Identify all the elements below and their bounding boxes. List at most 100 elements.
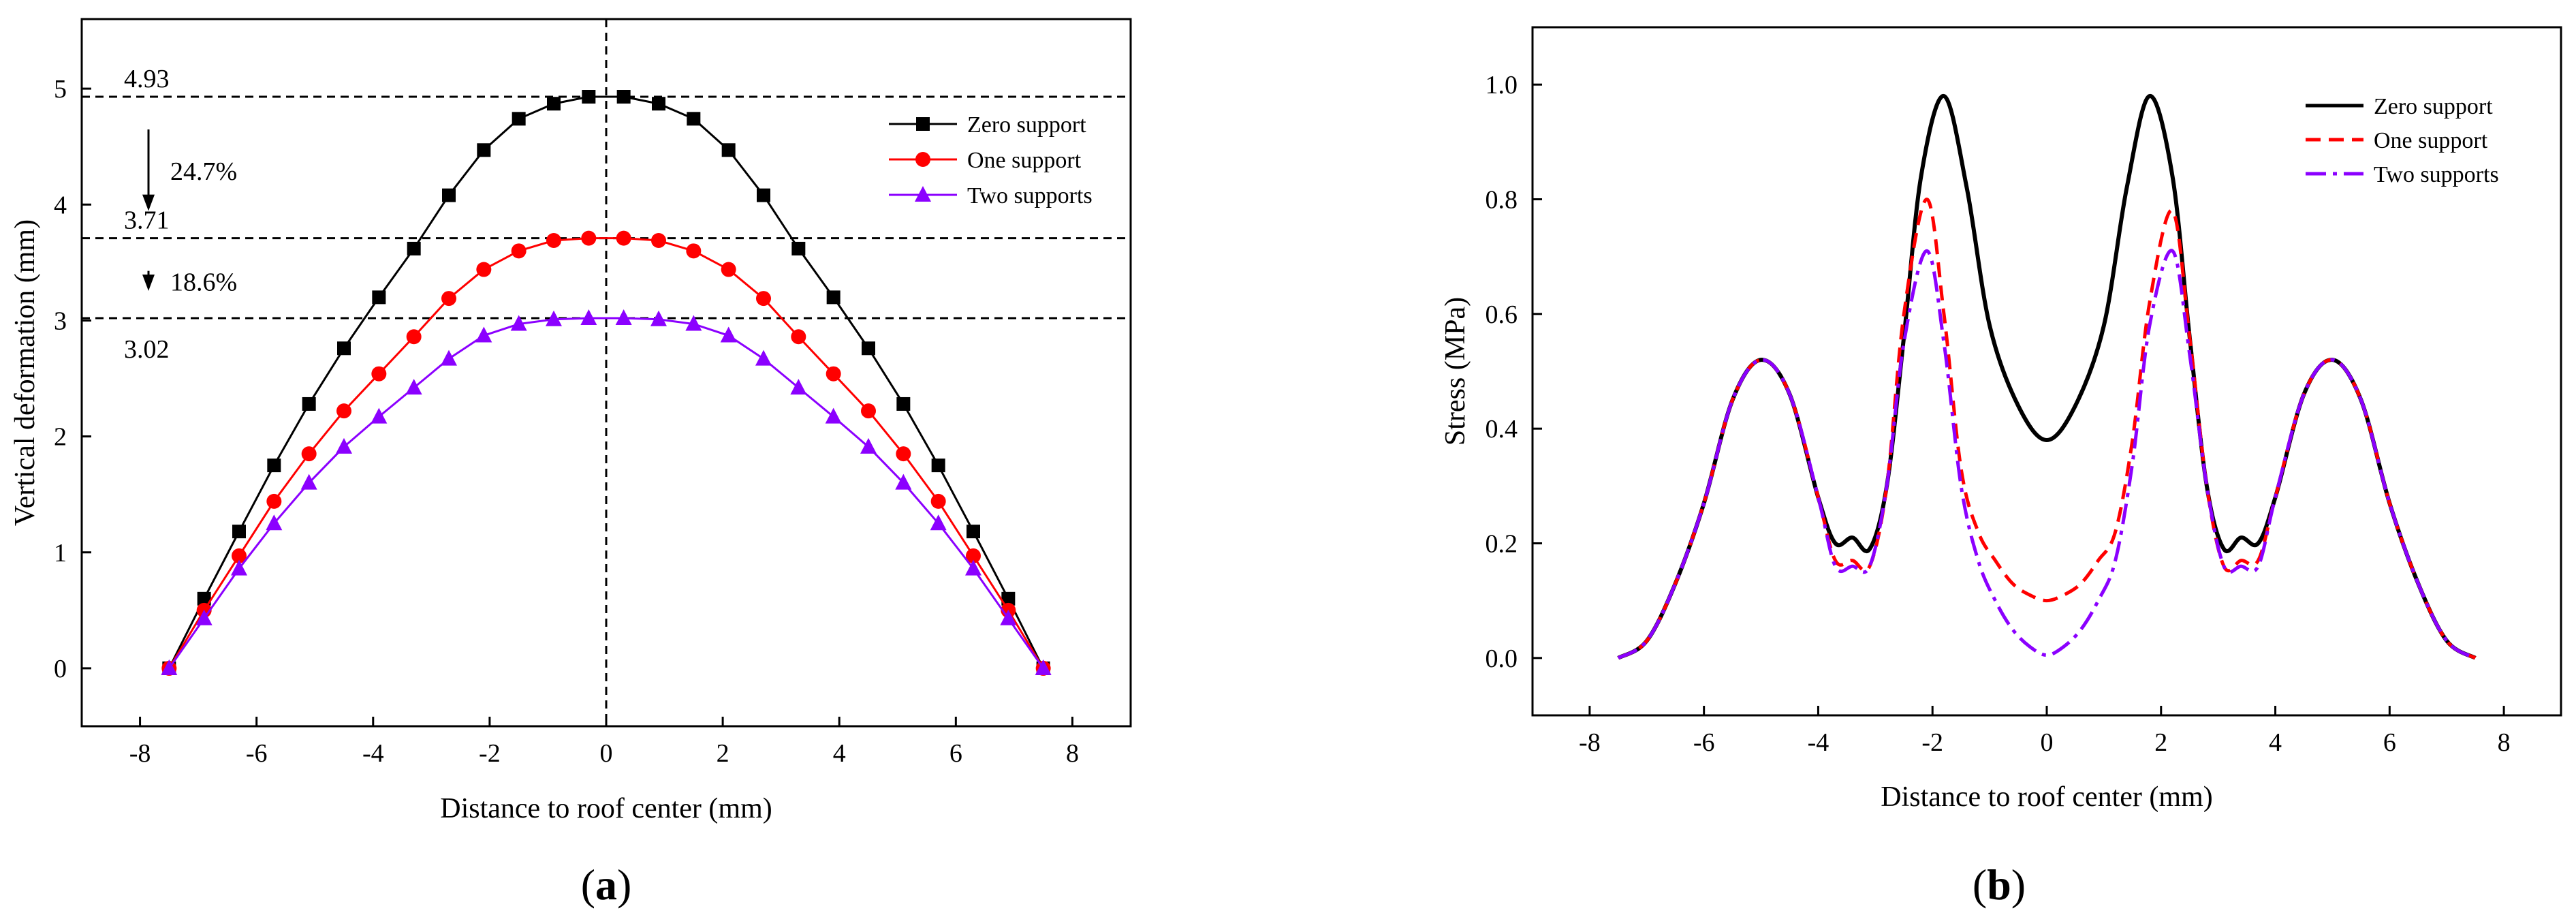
- panel-a-data-point: [336, 403, 351, 419]
- panel-a-data-point: [406, 329, 422, 345]
- panel-a-legend-label: Zero support: [967, 112, 1086, 138]
- panel-b-chart: -8 -6 -4 -2 0 2 4 6 8 0.0 0.2 0.4 0.6 0.8 1.0 Zero sup…: [1440, 26, 2562, 909]
- panel-a-data-point: [232, 525, 246, 539]
- panel-a-series-line-2: [168, 317, 1044, 669]
- panel-a-series-line-1: [168, 237, 1044, 669]
- panel-a-data-point: [232, 548, 247, 563]
- panel-a-y-tick-label: 0: [54, 655, 67, 683]
- panel-a-data-point: [511, 243, 527, 259]
- panel-b-legend-label: One support: [2374, 128, 2488, 153]
- panel-a-data-point: [650, 310, 667, 326]
- panel-a-x-tick-label: 8: [1066, 739, 1079, 768]
- panel-a-y-tick-label: 3: [54, 307, 67, 335]
- panel-a-data-point: [652, 97, 665, 111]
- panel-b-series-line-1: [1617, 197, 2477, 660]
- panel-b-x-tick-label: -4: [1808, 728, 1829, 757]
- panel-a-data-point: [582, 90, 596, 104]
- panel-a-data-point: [161, 659, 178, 675]
- panel-a-data-point: [476, 262, 492, 277]
- panel-a-data-point: [966, 548, 981, 563]
- panel-a-data-point: [861, 403, 876, 419]
- panel-a-data-point: [372, 290, 386, 305]
- panel-a-data-point: [756, 291, 771, 307]
- panel-b-x-tick-label: 6: [2383, 728, 2396, 757]
- panel-a-data-point: [301, 446, 317, 462]
- panel-b-legend-label: Zero support: [2374, 94, 2493, 119]
- panel-a-y-tick-label: 1: [54, 539, 67, 568]
- panel-a-data-point: [860, 437, 877, 454]
- panel-a-y-tick-label: 5: [54, 75, 67, 104]
- panel-a-data-point: [337, 341, 351, 356]
- panel-a-legend-label: Two supports: [967, 183, 1093, 208]
- panel-a-x-tick-label: -8: [129, 739, 151, 768]
- panel-a-data-point: [510, 315, 527, 331]
- panel-a-data-point: [616, 230, 631, 246]
- panel-a-y-axis-label: Vertical deformation (mm): [10, 219, 41, 526]
- panel-b-y-tick-label: 0.2: [1486, 530, 1518, 559]
- panel-a-data-point: [266, 514, 283, 531]
- panel-a-data-point: [721, 262, 736, 277]
- panel-a-reduction-label: 18.6%: [170, 268, 237, 296]
- panel-b-x-tick-label: -6: [1693, 728, 1715, 757]
- panel-b-x-tick-label: 2: [2154, 728, 2167, 757]
- panel-b-label: (b): [1973, 860, 2026, 909]
- panel-a-legend-marker: [915, 152, 930, 167]
- panel-a-x-tick-label: -2: [479, 739, 501, 768]
- panel-a-data-point: [1000, 609, 1017, 625]
- panel-a-data-point: [791, 329, 806, 345]
- panel-a-reference-value-label: 4.93: [124, 65, 170, 93]
- panel-a-data-point: [896, 446, 911, 462]
- panel-b-legend-label: Two supports: [2374, 162, 2499, 187]
- panel-b-x-tick-label: -8: [1579, 728, 1601, 757]
- panel-a-data-point: [195, 609, 213, 625]
- panel-a-x-tick-label: 4: [833, 739, 846, 768]
- panel-a-data-point: [651, 233, 666, 249]
- panel-a-x-tick-label: -6: [246, 739, 268, 768]
- panel-b-x-tick-label: 8: [2498, 728, 2511, 757]
- panel-a-x-tick-label: 2: [717, 739, 729, 768]
- panel-a-data-point: [266, 493, 282, 509]
- panel-a-data-point: [825, 407, 842, 424]
- panel-a-reduction-label: 24.7%: [170, 157, 237, 186]
- panel-a-x-tick-label: -4: [362, 739, 384, 768]
- panel-a-data-point: [791, 241, 806, 255]
- panel-a-data-point: [267, 458, 281, 473]
- panel-b-y-tick-label: 0.6: [1486, 300, 1518, 329]
- panel-a-x-axis-label: Distance to roof center (mm): [440, 793, 772, 824]
- panel-a-reference-value-label: 3.71: [124, 206, 170, 235]
- panel-a-data-point: [615, 309, 632, 326]
- panel-a-data-point: [826, 366, 841, 382]
- panel-a-data-point: [687, 112, 701, 126]
- panel-a-data-point: [300, 473, 317, 490]
- panel-a-legend-label: One support: [967, 148, 1082, 173]
- panel-a-data-point: [895, 473, 912, 490]
- panel-a-data-point: [547, 97, 561, 111]
- panel-a-arrow-head: [142, 275, 155, 292]
- panel-b-y-tick-label: 0.4: [1486, 415, 1518, 444]
- panel-a-data-point: [336, 437, 352, 454]
- panel-a-data-point: [512, 112, 526, 126]
- panel-b-x-tick-label: 0: [2041, 728, 2054, 757]
- panel-a-data-point: [546, 233, 561, 249]
- panel-a-x-tick-label: 0: [600, 739, 613, 768]
- panel-b-y-tick-label: 0.0: [1486, 644, 1518, 673]
- panel-a-data-point: [930, 514, 947, 531]
- panel-a-data-point: [302, 397, 316, 411]
- panel-a-data-point: [581, 230, 597, 246]
- panel-a-data-point: [231, 559, 247, 576]
- panel-b-series-line-0: [1617, 94, 2477, 660]
- panel-a-reference-value-label: 3.02: [124, 335, 170, 364]
- panel-a-data-point: [965, 559, 981, 576]
- panel-a-label: (a): [581, 860, 632, 909]
- panel-a-legend-marker: [915, 186, 931, 202]
- panel-b-x-axis-label: Distance to roof center (mm): [1881, 781, 2212, 813]
- panel-a-y-tick-label: 2: [54, 423, 67, 452]
- panel-a-data-point: [757, 188, 770, 202]
- panel-a-arrow-head: [142, 194, 155, 211]
- panel-a-data-point: [371, 407, 388, 424]
- panel-a-data-point: [371, 366, 387, 382]
- panel-a-x-tick-label: 6: [949, 739, 962, 768]
- panel-a-data-point: [546, 310, 562, 326]
- panel-b-y-tick-label: 0.8: [1486, 186, 1518, 215]
